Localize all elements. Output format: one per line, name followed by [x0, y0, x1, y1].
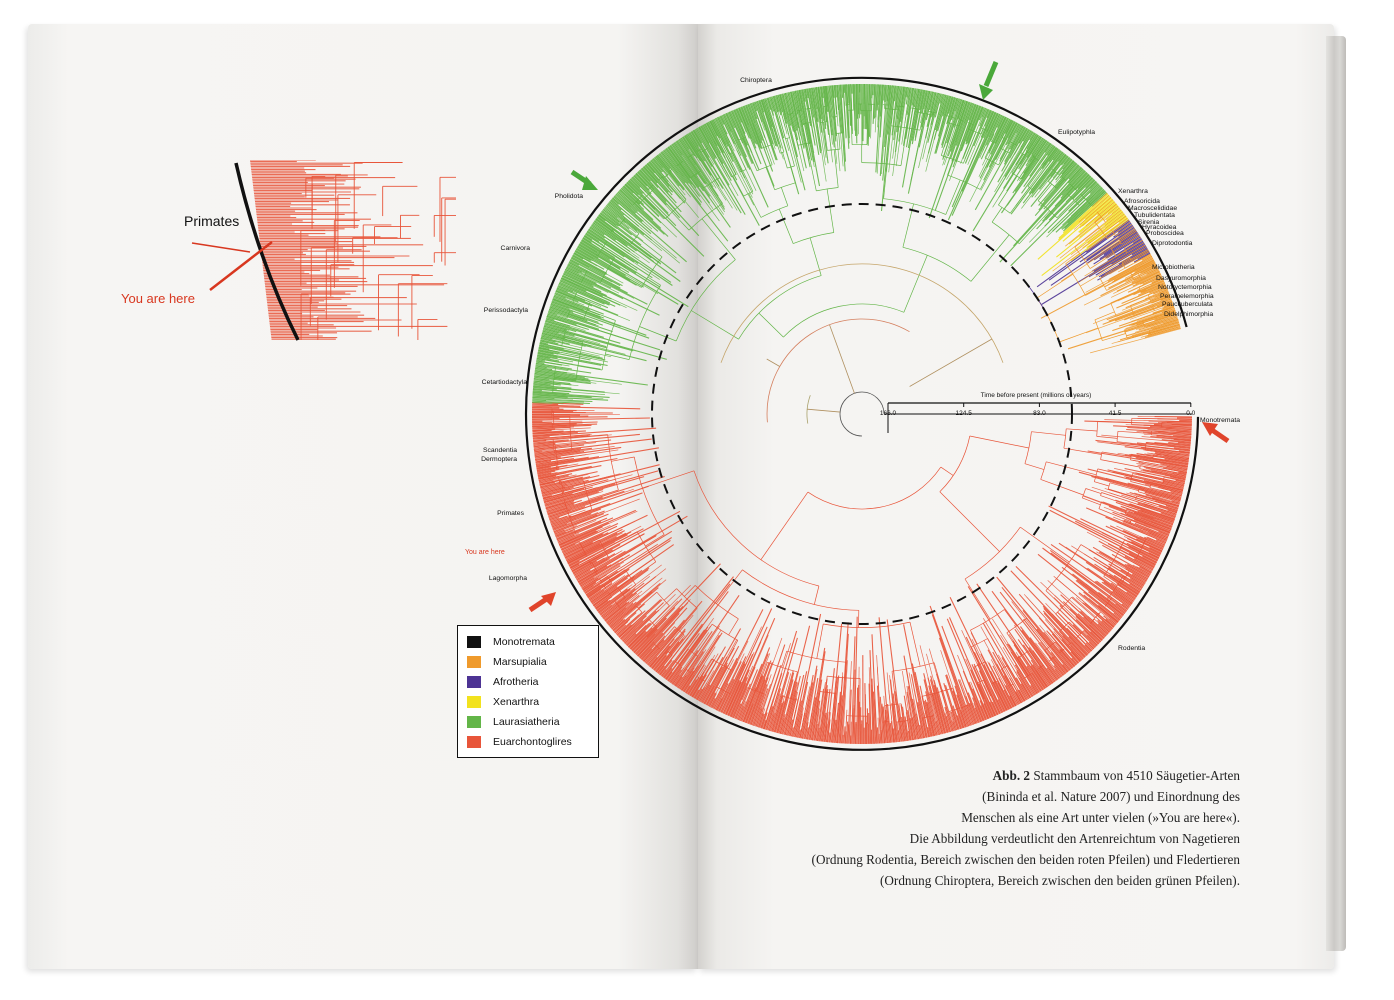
order-label: Monotremata — [1200, 417, 1240, 424]
legend-item: Monotremata — [467, 632, 598, 652]
order-label: Hyracoidea — [1142, 224, 1177, 231]
green-arrow-top — [979, 61, 999, 100]
order-label: Peramelemorphia — [1160, 293, 1214, 300]
caption-line-1: Abb. 2 Stammbaum von 4510 Säugetier-Arte… — [744, 765, 1240, 786]
red-arrow-right — [1202, 422, 1230, 444]
order-label: Eulipotyphla — [1058, 129, 1095, 136]
axis-tick-label: 166.0 — [880, 410, 897, 417]
order-label: Cetartiodactyla — [482, 379, 528, 386]
order-label: Macroscelididae — [1128, 205, 1177, 212]
order-label: Paucituberculata — [1162, 301, 1213, 308]
legend-label: Xenarthra — [493, 696, 540, 708]
axis-tick-label: 83.0 — [1033, 410, 1046, 417]
order-labels: Chiroptera Eulipotyphla Pholidota Carnivora… — [481, 77, 1240, 652]
axis-tick-label: 124.5 — [956, 410, 973, 417]
circular-phylogeny — [524, 76, 1200, 751]
inset-primates-label: Primates — [184, 213, 239, 229]
legend: Monotremata Marsupialia Afrotheria Xenarthr… — [457, 625, 599, 758]
legend-item: Xenarthra — [467, 692, 598, 712]
legend-item: Euarchontoglires — [467, 732, 598, 752]
legend-swatch — [467, 656, 481, 668]
legend-item: Marsupialia — [467, 652, 598, 672]
order-label: Scandentia — [483, 447, 517, 454]
caption-line-3: Menschen als eine Art unter vielen (»You… — [961, 810, 1240, 825]
order-label: Microbiotheria — [1152, 264, 1195, 271]
order-label: Rodentia — [1118, 645, 1145, 652]
legend-item: Laurasiatheria — [467, 712, 598, 732]
order-label: Proboscidea — [1146, 230, 1184, 237]
legend-swatch — [467, 636, 481, 648]
legend-item: Afrotheria — [467, 672, 598, 692]
legend-label: Marsupialia — [493, 656, 547, 668]
axis-title: Time before present (millions of years) — [981, 392, 1092, 399]
book-page-edge-right — [1326, 36, 1346, 951]
order-label: Carnivora — [501, 245, 531, 252]
time-axis: Time before present (millions of years) … — [880, 392, 1196, 433]
order-label: Lagomorpha — [489, 575, 527, 582]
caption-figure-label: Abb. 2 — [992, 768, 1031, 783]
order-label: Afrosoricida — [1124, 198, 1160, 205]
inset-primates-tree — [191, 160, 456, 341]
order-label: Pholidota — [555, 193, 584, 200]
order-label: Chiroptera — [740, 77, 772, 84]
caption-line-6: (Ordnung Chiroptera, Bereich zwischen de… — [880, 873, 1240, 888]
caption-line-5: (Ordnung Rodentia, Bereich zwischen den … — [811, 852, 1240, 867]
order-label: Didelphimorphia — [1164, 311, 1213, 318]
legend-swatch — [467, 716, 481, 728]
order-label: Tubulidentata — [1134, 212, 1175, 219]
legend-label: Monotremata — [493, 636, 555, 648]
circle-you-are-here-label: You are here — [465, 549, 505, 556]
caption-text-1: Stammbaum von 4510 Säugetier-Arten — [1033, 768, 1240, 783]
legend-swatch — [467, 676, 481, 688]
legend-swatch — [467, 736, 481, 748]
legend-swatch — [467, 696, 481, 708]
order-label: Diprotodontia — [1152, 240, 1193, 247]
caption-line-4: Die Abbildung verdeutlicht den Artenreic… — [909, 831, 1240, 846]
legend-label: Afrotheria — [493, 676, 539, 688]
order-label: Xenarthra — [1118, 188, 1148, 195]
caption-line-2: (Bininda et al. Nature 2007) und Einordn… — [982, 789, 1240, 804]
figure-caption: Abb. 2 Stammbaum von 4510 Säugetier-Arte… — [744, 765, 1240, 891]
axis-tick-label: 0.0 — [1186, 410, 1195, 417]
order-label: Dermoptera — [481, 456, 517, 463]
order-label: Notoryctemorphia — [1158, 284, 1212, 291]
green-arrow-left — [570, 169, 598, 190]
order-label: Perissodactyla — [484, 307, 528, 314]
right-page — [698, 24, 1334, 969]
order-label: Primates — [497, 510, 524, 517]
inset-you-are-here-label: You are here — [121, 291, 195, 306]
order-label: Sirenia — [1138, 219, 1159, 226]
axis-tick-label: 41.5 — [1109, 410, 1122, 417]
legend-label: Euarchontoglires — [493, 736, 572, 748]
red-arrow-left — [528, 592, 556, 613]
legend-label: Laurasiatheria — [493, 716, 560, 728]
order-label: Dasyuromorphia — [1156, 275, 1206, 282]
